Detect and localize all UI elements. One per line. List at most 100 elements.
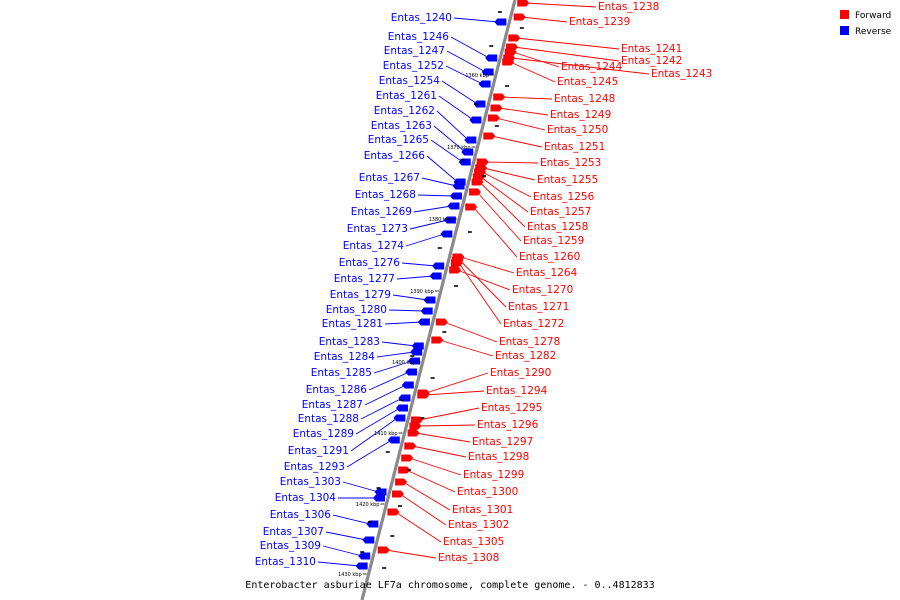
reverse-gene-feature bbox=[374, 488, 387, 496]
reverse-gene-label: Entas_1273 bbox=[347, 223, 408, 235]
reverse-leader-line bbox=[426, 155, 458, 183]
reverse-leader-line bbox=[376, 351, 415, 358]
reverse-leader-line bbox=[446, 50, 486, 73]
forward-gene-label: Entas_1243 bbox=[651, 68, 712, 80]
forward-leader-line bbox=[479, 181, 526, 228]
kbp-tick-label: 1360 kbp bbox=[465, 73, 489, 79]
forward-gene-label: Entas_1272 bbox=[503, 318, 564, 330]
forward-gene-feature bbox=[490, 104, 503, 112]
forward-gene-label: Entas_1270 bbox=[512, 284, 573, 296]
reverse-gene-label: Entas_1293 bbox=[284, 461, 345, 473]
forward-gene-label: Entas_1253 bbox=[540, 157, 601, 169]
forward-leader-line bbox=[516, 37, 620, 50]
reverse-gene-label: Entas_1285 bbox=[311, 367, 372, 379]
forward-gene-feature bbox=[410, 416, 423, 424]
kbp-tick-label: 1430 kbp bbox=[338, 572, 362, 578]
forward-gene-label: Entas_1297 bbox=[472, 436, 533, 448]
reverse-gene-feature bbox=[393, 414, 406, 422]
forward-leader-line bbox=[498, 107, 549, 116]
reverse-gene-feature bbox=[432, 262, 445, 270]
label-leaders bbox=[317, 2, 650, 567]
reverse-gene-feature bbox=[440, 230, 453, 238]
forward-gene-label: Entas_1301 bbox=[452, 504, 513, 516]
reverse-gene-label: Entas_1240 bbox=[391, 12, 452, 24]
forward-gene-label: Entas_1241 bbox=[621, 43, 682, 55]
reverse-gene-label: Entas_1267 bbox=[359, 172, 420, 184]
forward-gene-label: Entas_1238 bbox=[598, 1, 659, 13]
backbone-line bbox=[360, 0, 517, 600]
forward-leader-line bbox=[399, 493, 447, 526]
forward-gene-label: Entas_1305 bbox=[443, 536, 504, 548]
backbone-group bbox=[360, 0, 517, 600]
forward-leader-line bbox=[491, 135, 543, 148]
forward-gene-label: Entas_1259 bbox=[523, 235, 584, 247]
forward-gene-feature bbox=[471, 178, 484, 186]
forward-leader-line bbox=[405, 469, 456, 493]
forward-leader-line bbox=[459, 259, 507, 308]
reverse-leader-line bbox=[317, 561, 360, 567]
forward-leader-line bbox=[402, 481, 451, 511]
reverse-leader-line bbox=[392, 294, 428, 301]
forward-gene-label: Entas_1295 bbox=[481, 402, 542, 414]
reverse-gene-feature bbox=[478, 80, 491, 88]
forward-gene-feature bbox=[513, 13, 526, 21]
reverse-leader-line bbox=[453, 17, 499, 23]
reverse-gene-label: Entas_1266 bbox=[364, 150, 426, 162]
reverse-gene-label: Entas_1281 bbox=[322, 318, 383, 330]
reverse-gene-label: Entas_1263 bbox=[371, 120, 432, 132]
reverse-gene-label: Entas_1289 bbox=[293, 428, 354, 440]
forward-leader-line bbox=[476, 191, 522, 242]
reverse-gene-label: Entas_1265 bbox=[368, 134, 429, 146]
gene-labels: Entas_1238 Entas_1239 Entas_1241Entas_1242… bbox=[255, 1, 713, 568]
reverse-gene-label: Entas_1246 bbox=[388, 31, 450, 43]
forward-leader-line bbox=[415, 432, 471, 443]
forward-leader-line bbox=[458, 262, 502, 325]
forward-gene-feature bbox=[404, 442, 417, 450]
forward-gene-feature bbox=[504, 48, 517, 56]
map-caption: Enterobacter asburiae LF7a chromosome, c… bbox=[245, 580, 654, 591]
reverse-gene-feature bbox=[420, 307, 433, 315]
forward-gene-label: Entas_1245 bbox=[557, 76, 618, 88]
reverse-leader-line bbox=[421, 177, 457, 187]
forward-gene-feature bbox=[377, 546, 390, 554]
reverse-gene-label: Entas_1309 bbox=[260, 540, 321, 552]
legend-forward-label: Forward bbox=[855, 11, 891, 21]
reverse-leader-line bbox=[332, 514, 371, 525]
forward-gene-label: Entas_1257 bbox=[530, 206, 591, 218]
reverse-leader-line bbox=[325, 531, 367, 541]
forward-gene-feature bbox=[508, 34, 521, 42]
reverse-gene-label: Entas_1279 bbox=[330, 289, 391, 301]
reverse-gene-label: Entas_1269 bbox=[351, 206, 412, 218]
reverse-gene-feature bbox=[452, 182, 465, 190]
reverse-gene-feature bbox=[410, 348, 423, 356]
reverse-gene-label: Entas_1252 bbox=[383, 60, 444, 72]
reverse-gene-label: Entas_1303 bbox=[280, 476, 341, 488]
forward-leader-line bbox=[409, 457, 462, 476]
reverse-gene-label: Entas_1254 bbox=[379, 75, 441, 87]
forward-leader-line bbox=[481, 171, 532, 198]
kbp-tick-label: 1420 kbp bbox=[356, 502, 380, 508]
reverse-gene-label: Entas_1307 bbox=[263, 526, 324, 538]
forward-leader-line bbox=[385, 549, 437, 559]
reverse-leader-line bbox=[384, 321, 422, 325]
forward-gene-label: Entas_1248 bbox=[554, 93, 615, 105]
reverse-leader-line bbox=[417, 194, 455, 197]
forward-gene-label: Entas_1302 bbox=[448, 519, 509, 531]
kbp-tick-label: 1370 kbp bbox=[447, 145, 471, 151]
forward-gene-label: Entas_1256 bbox=[533, 191, 595, 203]
reverse-leader-line bbox=[401, 262, 437, 267]
reverse-leader-line bbox=[436, 110, 469, 141]
reverse-gene-feature bbox=[423, 296, 436, 304]
reverse-gene-label: Entas_1310 bbox=[255, 556, 316, 568]
forward-gene-feature bbox=[449, 266, 462, 274]
forward-leader-line bbox=[513, 46, 620, 62]
reverse-gene-label: Entas_1262 bbox=[374, 105, 435, 117]
reverse-leader-line bbox=[433, 125, 466, 153]
reverse-gene-feature bbox=[358, 552, 371, 560]
reverse-gene-label: Entas_1284 bbox=[314, 351, 376, 363]
reverse-gene-label: Entas_1274 bbox=[343, 240, 405, 252]
reverse-gene-feature bbox=[411, 342, 424, 350]
forward-gene-label: Entas_1258 bbox=[527, 221, 588, 233]
forward-leader-line bbox=[460, 256, 515, 274]
